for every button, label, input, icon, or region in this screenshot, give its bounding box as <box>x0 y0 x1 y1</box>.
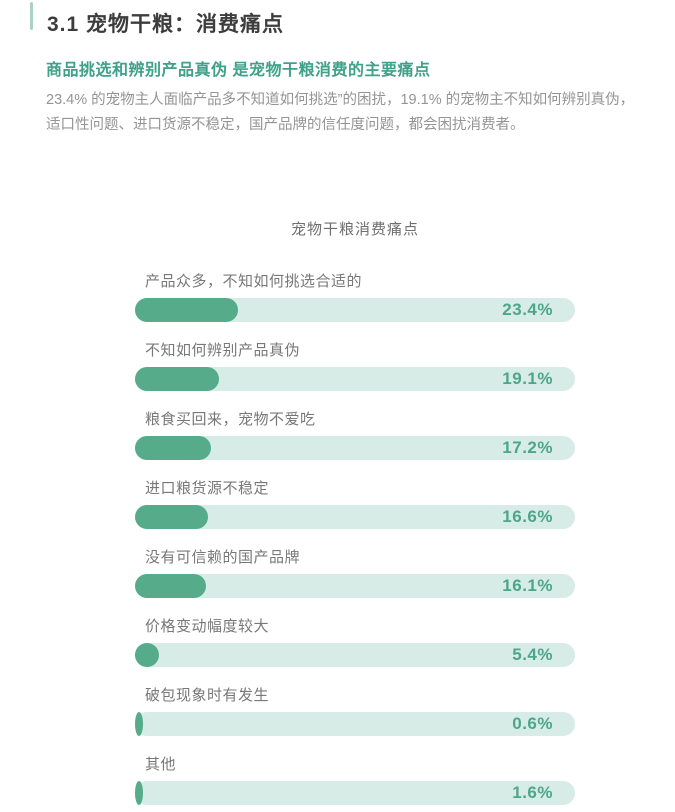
chart-row: 粮食买回来，宠物不爱吃 17.2% <box>0 402 675 471</box>
bar-track: 23.4% <box>135 298 575 322</box>
bar-value-label: 19.1% <box>502 369 553 388</box>
bar-track: 0.6% <box>135 712 575 736</box>
bar-fill <box>135 712 143 736</box>
bar-track: 16.1% <box>135 574 575 598</box>
chart-row: 进口粮货源不稳定 16.6% <box>0 471 675 540</box>
bar-value-label: 0.6% <box>512 714 553 733</box>
bar-category-label: 其他 <box>145 756 177 773</box>
bar-category-label: 没有可信赖的国产品牌 <box>145 549 301 566</box>
bar-category-label: 不知如何辨别产品真伪 <box>145 342 301 359</box>
bar-category-label: 价格变动幅度较大 <box>145 618 270 635</box>
bar-value-label: 5.4% <box>512 645 553 664</box>
bar-category-label: 破包现象时有发生 <box>145 687 270 704</box>
section-title: 3.1 宠物干粮：消费痛点 <box>47 13 285 36</box>
bar-value-label: 17.2% <box>502 438 553 457</box>
bar-category-label: 粮食买回来，宠物不爱吃 <box>145 411 316 428</box>
body-paragraph: 23.4% 的宠物主人面临产品多不知道如何挑选”的困扰，19.1% 的宠物主不知… <box>46 88 658 138</box>
pain-points-bar-chart: 产品众多，不知如何挑选合适的 23.4% 不知如何辨别产品真伪 19.1% 粮食买回来，… <box>0 264 675 812</box>
chart-row: 没有可信赖的国产品牌 16.1% <box>0 540 675 609</box>
heading-accent-bar <box>30 2 33 30</box>
chart-row: 价格变动幅度较大 5.4% <box>0 609 675 678</box>
chart-row: 其他 1.6% <box>0 747 675 812</box>
bar-category-label: 产品众多，不知如何挑选合适的 <box>145 273 363 290</box>
section-subtitle: 商品挑选和辨别产品真伪 是宠物干粮消费的主要痛点 <box>46 62 431 79</box>
bar-fill <box>135 781 143 805</box>
bar-value-label: 23.4% <box>502 300 553 319</box>
bar-value-label: 1.6% <box>512 783 553 802</box>
bar-fill <box>135 505 209 529</box>
bar-fill <box>135 298 238 322</box>
bar-value-label: 16.1% <box>502 576 553 595</box>
bar-fill <box>135 436 211 460</box>
body-paragraph-line-2: 适口性问题、进口货源不稳定，国产品牌的信任度问题，都会困扰消费者。 <box>46 117 525 133</box>
bar-track: 5.4% <box>135 643 575 667</box>
chart-row: 不知如何辨别产品真伪 19.1% <box>0 333 675 402</box>
bar-fill <box>135 643 159 667</box>
bar-track: 17.2% <box>135 436 575 460</box>
bar-fill <box>135 574 206 598</box>
bar-value-label: 16.6% <box>502 507 553 526</box>
chart-title: 宠物干粮消费痛点 <box>290 221 419 238</box>
bar-track: 1.6% <box>135 781 575 805</box>
body-paragraph-line-1: 23.4% 的宠物主人面临产品多不知道如何挑选”的困扰，19.1% 的宠物主不知… <box>46 92 635 108</box>
chart-row: 破包现象时有发生 0.6% <box>0 678 675 747</box>
bar-track: 19.1% <box>135 367 575 391</box>
chart-row: 产品众多，不知如何挑选合适的 23.4% <box>0 264 675 333</box>
bar-track: 16.6% <box>135 505 575 529</box>
bar-category-label: 进口粮货源不稳定 <box>145 480 270 497</box>
bar-fill <box>135 367 220 391</box>
